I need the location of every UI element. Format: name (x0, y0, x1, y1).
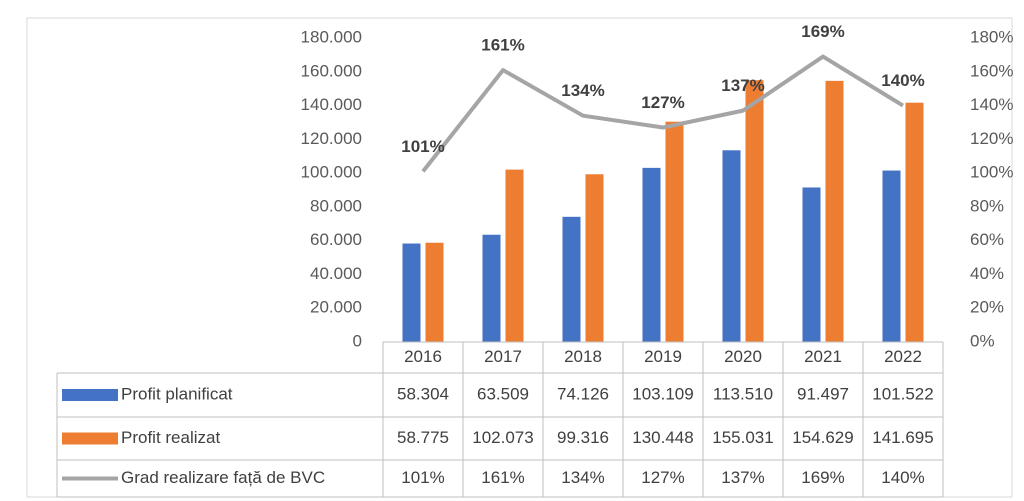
table-cell: 101% (401, 468, 444, 487)
y2-tick-label: 20% (970, 298, 1004, 317)
bar (825, 80, 844, 342)
x-tick-label: 2018 (564, 347, 602, 366)
y2-tick-label: 80% (970, 196, 1004, 215)
line (421, 54, 905, 173)
data-label: 137% (721, 76, 764, 95)
legend-label: Grad realizare față de BVC (121, 468, 325, 487)
table-cell: 101.522 (872, 384, 933, 403)
table-cell: 127% (641, 468, 684, 487)
data-label: 169% (801, 22, 844, 41)
table-cell: 58.304 (397, 384, 449, 403)
table-cell: 141.695 (872, 428, 933, 447)
bar (562, 216, 581, 342)
y2-tick-label: 40% (970, 264, 1004, 283)
y-tick-label: 140.000 (301, 95, 362, 114)
x-tick-label: 2017 (484, 347, 522, 366)
table-cell: 155.031 (712, 428, 773, 447)
x-tick-label: 2021 (804, 347, 842, 366)
y-tick-label: 20.000 (310, 298, 362, 317)
data-label: 140% (881, 71, 924, 90)
table-cell: 130.448 (632, 428, 693, 447)
y-tick-label: 0 (353, 331, 362, 350)
bar (402, 243, 421, 342)
y-tick-label: 40.000 (310, 264, 362, 283)
x-tick-label: 2020 (724, 347, 762, 366)
bar (425, 242, 444, 342)
y-tick-label: 80.000 (310, 196, 362, 215)
y-tick-label: 100.000 (301, 163, 362, 182)
x-tick-label: 2016 (404, 347, 442, 366)
data-label: 134% (561, 81, 604, 100)
table-cell: 102.073 (472, 428, 533, 447)
bar (745, 80, 764, 343)
y2-tick-label: 180% (970, 27, 1013, 46)
y2-tick-label: 160% (970, 61, 1013, 80)
bar (882, 170, 901, 342)
y2-tick-label: 0% (970, 331, 995, 350)
bar (802, 187, 821, 342)
legend-label: Profit planificat (121, 384, 233, 403)
bar (482, 234, 501, 342)
y2-tick-label: 60% (970, 230, 1004, 249)
table-cell: 134% (561, 468, 604, 487)
table-cell: 113.510 (713, 384, 773, 403)
bar (722, 150, 741, 342)
table-cell: 99.316 (557, 428, 609, 447)
table-cell: 140% (881, 468, 924, 487)
y-tick-label: 120.000 (301, 129, 362, 148)
table-cell: 161% (481, 468, 524, 487)
bar (585, 174, 604, 342)
table-cell: 137% (721, 468, 764, 487)
y2-tick-label: 100% (970, 163, 1013, 182)
table-cell: 58.775 (397, 428, 449, 447)
y-tick-label: 60.000 (310, 230, 362, 249)
y2-tick-label: 140% (970, 95, 1013, 114)
data-label: 161% (481, 36, 524, 55)
table-cell: 74.126 (557, 384, 609, 403)
y-tick-label: 160.000 (301, 61, 362, 80)
table-cell: 91.497 (797, 384, 849, 403)
bar (642, 167, 661, 342)
bar (505, 169, 524, 342)
x-tick-label: 2019 (644, 347, 682, 366)
bar (905, 102, 924, 342)
y-tick-label: 180.000 (301, 27, 362, 46)
table-cell: 154.629 (792, 428, 853, 447)
table-cell: 103.109 (632, 384, 693, 403)
legend-label: Profit realizat (121, 428, 220, 447)
bar (665, 121, 684, 342)
y2-tick-label: 120% (970, 129, 1013, 148)
legend-key (62, 432, 118, 445)
data-label: 127% (641, 93, 684, 112)
x-tick-label: 2022 (884, 347, 922, 366)
data-label: 101% (401, 137, 444, 156)
legend-key (62, 389, 118, 401)
table-cell: 169% (801, 468, 844, 487)
table-cell: 63.509 (477, 384, 529, 403)
